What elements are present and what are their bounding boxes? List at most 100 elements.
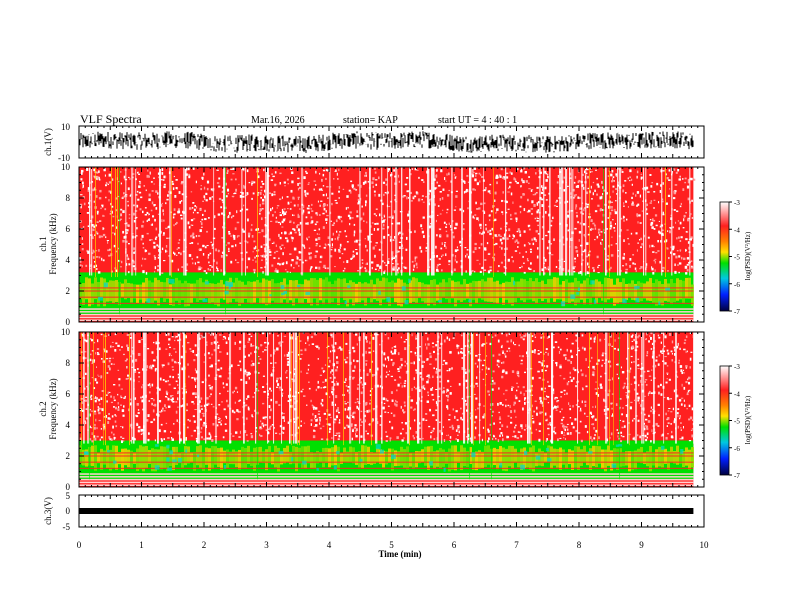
- spectrogram-speckle: [307, 364, 310, 366]
- spectrogram-speckle: [546, 418, 548, 422]
- spectrogram-speckle: [317, 380, 319, 384]
- spectrogram-speckle: [151, 402, 153, 406]
- spectrogram-speckle: [508, 332, 511, 335]
- spectrogram-speckle: [451, 367, 453, 370]
- spectrogram-speckle: [514, 240, 516, 243]
- spectrogram-speckle: [250, 433, 253, 435]
- spectrogram-speckle: [206, 344, 208, 346]
- spectrogram-speckle: [531, 200, 534, 204]
- spectrogram-speckle: [218, 177, 221, 180]
- spectrogram-speckle: [550, 219, 553, 223]
- spectrogram-speckle: [285, 237, 287, 240]
- spectrogram-speckle: [269, 192, 271, 194]
- spectrogram-speckle: [603, 398, 605, 402]
- spectrogram-speckle: [422, 216, 425, 219]
- spectrogram-speckle: [192, 232, 195, 236]
- spectrogram-band-cell: [571, 282, 574, 302]
- spectrogram-speckle: [533, 410, 535, 413]
- spectrogram-band-cell: [154, 277, 157, 301]
- spectrogram-band-cell: [637, 281, 640, 302]
- spectrogram-speckle: [239, 209, 242, 212]
- spectrogram-speckle: [200, 185, 202, 187]
- spectrogram-speckle: [172, 376, 175, 379]
- spectrogram-speckle: [535, 428, 538, 431]
- spectrogram-speckle: [174, 252, 176, 256]
- spectrogram-speckle: [396, 268, 399, 272]
- spectrogram-speckle: [677, 425, 679, 429]
- spectrogram-speckle: [217, 346, 220, 350]
- spectrogram-speckle: [102, 233, 106, 237]
- spectrogram-speckle: [227, 242, 230, 245]
- spectrogram-speckle: [660, 332, 663, 334]
- spectrogram-speckle: [280, 248, 282, 250]
- spectrogram-speckle: [251, 197, 253, 200]
- spectrogram-speckle: [230, 168, 233, 170]
- spectrogram-speckle: [174, 360, 176, 364]
- spectrogram-speckle: [305, 222, 308, 225]
- spectrogram-speckle: [365, 350, 367, 354]
- spectrogram-speckle: [435, 401, 438, 404]
- spectrogram-speckle: [187, 221, 190, 225]
- spectrogram-speckle: [353, 349, 355, 352]
- spectrogram-speckle: [222, 382, 224, 385]
- spectrogram-speckle: [421, 230, 424, 234]
- spectrogram-speckle: [321, 256, 323, 258]
- spectrogram-speckle: [162, 364, 165, 367]
- spectrogram-speckle: [212, 332, 214, 336]
- spectrogram-speckle: [125, 232, 128, 234]
- spectrogram-speckle: [564, 437, 567, 441]
- spectrogram-speckle: [631, 361, 633, 364]
- spectrogram-speckle: [484, 247, 487, 250]
- spectrogram-speckle: [528, 243, 531, 245]
- spectrogram-speckle: [559, 375, 562, 377]
- spectrogram-line: [79, 467, 694, 469]
- spectrogram-speckle: [525, 180, 528, 183]
- spectrogram-speckle: [587, 187, 590, 190]
- spectrogram-speckle: [177, 208, 181, 211]
- spectrogram-speckle: [523, 244, 526, 247]
- spectrogram-speckle: [534, 336, 537, 338]
- spectrogram-speckle: [430, 225, 432, 227]
- spectrogram-speckle: [100, 436, 103, 439]
- spectrogram-speckle: [80, 178, 83, 181]
- spectrogram-speckle: [263, 194, 265, 196]
- spectrogram-speckle: [161, 247, 164, 251]
- spectrogram-band-cell: [205, 279, 208, 299]
- spectrogram-speckle: [422, 181, 425, 183]
- spectrogram-speckle: [623, 239, 625, 243]
- spectrogram-speckle: [414, 167, 417, 171]
- spectrogram-speckle: [490, 210, 493, 213]
- spectrogram-speckle: [251, 180, 254, 183]
- spectrogram-speckle: [439, 429, 441, 433]
- spectrogram-speckle: [298, 229, 301, 231]
- spectrogram-speckle: [461, 418, 464, 421]
- spectrogram-speckle: [406, 196, 408, 200]
- spectrogram-speckle: [591, 439, 593, 442]
- spectrogram-speckle: [128, 263, 131, 266]
- spectrogram-speckle: [331, 386, 334, 390]
- spectrogram-speckle: [271, 372, 273, 374]
- spectrogram-speckle: [655, 224, 658, 227]
- spectrogram-speckle: [163, 183, 166, 186]
- spectrogram-speckle: [436, 266, 438, 269]
- ch1-spectrogram-ylabel-2: Frequency (kHz): [48, 213, 58, 274]
- spectrogram-speckle: [319, 214, 321, 216]
- spectrogram-speckle: [315, 243, 319, 245]
- spectrogram-speckle: [146, 211, 149, 214]
- spectrogram-speckle: [270, 179, 274, 181]
- spectrogram-speckle: [193, 403, 195, 405]
- spectrogram-speckle: [356, 400, 359, 403]
- spectrogram-speckle: [129, 337, 133, 339]
- spectrogram-speckle: [676, 237, 678, 240]
- spectrogram-speckle: [240, 191, 242, 193]
- spectrogram-speckle: [493, 435, 496, 438]
- spectrogram-speckle: [589, 436, 592, 440]
- spectrogram-speckle: [658, 354, 661, 357]
- spectrogram-speckle: [131, 350, 134, 353]
- ch1-waveform-line: [79, 131, 694, 153]
- spectrogram-speckle: [217, 368, 220, 371]
- spectrogram-band-cell: [361, 283, 364, 301]
- spectrogram-speckle: [569, 177, 572, 179]
- spectrogram-band-cell: [178, 452, 181, 464]
- spectrogram-speckle: [414, 419, 416, 422]
